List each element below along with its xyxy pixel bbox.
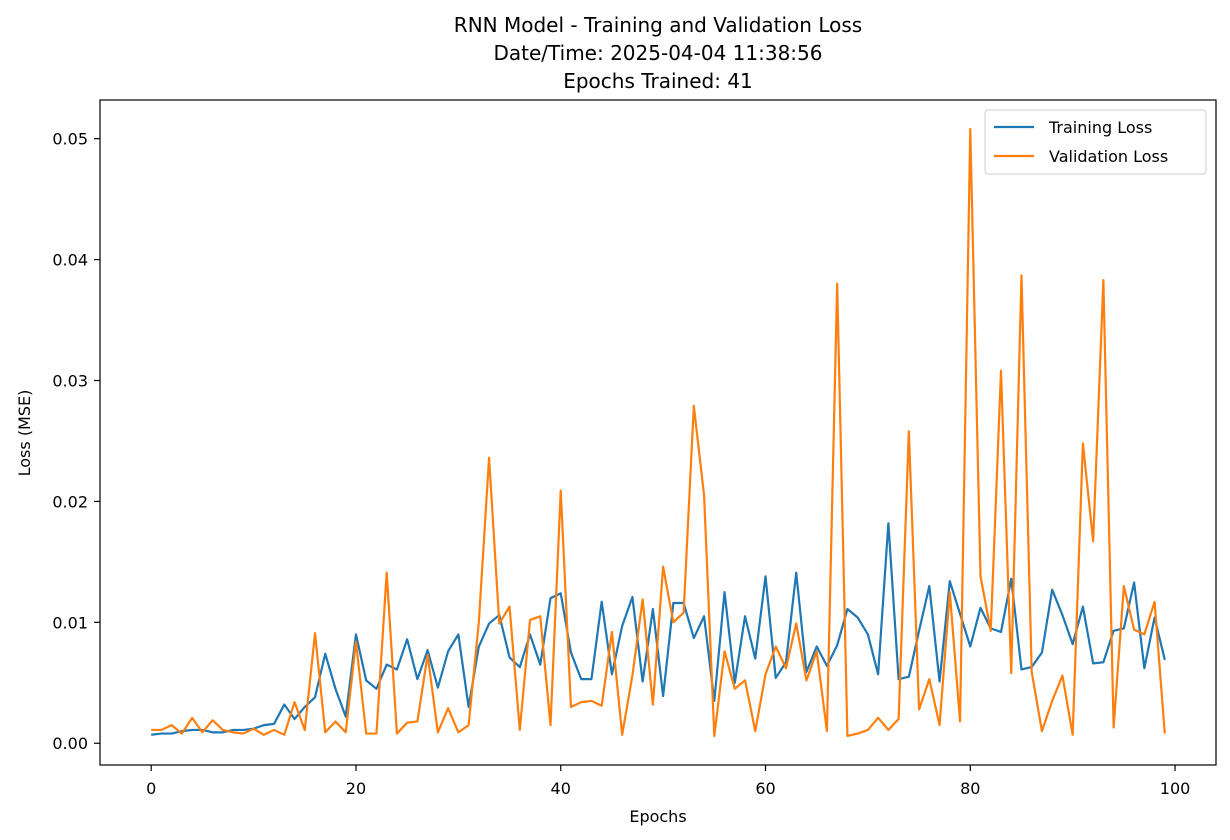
x-tick-label: 20 (346, 779, 366, 798)
plot-frame (99, 99, 1217, 766)
y-axis-label: Loss (MSE) (15, 390, 34, 477)
series-line-validation (151, 127, 1166, 738)
legend: Training Loss Validation Loss (984, 109, 1207, 175)
title-line-1: RNN Model - Training and Validation Loss (454, 13, 862, 37)
y-tick-label: 0.05 (52, 130, 88, 149)
y-tick-label: 0.02 (52, 492, 88, 511)
title-line-2: Date/Time: 2025-04-04 11:38:56 (494, 41, 823, 65)
x-tick-label: 0 (146, 779, 156, 798)
y-tick-label: 0.00 (52, 734, 88, 753)
x-tick-label: 100 (1160, 779, 1191, 798)
x-tick-label: 80 (960, 779, 980, 798)
series-lines (151, 127, 1166, 738)
legend-label-validation: Validation Loss (1049, 147, 1168, 166)
legend-label-training: Training Loss (1048, 118, 1152, 137)
x-tick-label: 60 (755, 779, 775, 798)
x-tick-label: 40 (551, 779, 571, 798)
title-line-3: Epochs Trained: 41 (563, 69, 753, 93)
y-axis: 0.00 0.01 0.02 0.03 0.04 0.05 (52, 130, 100, 753)
legend-box (984, 109, 1207, 175)
y-tick-label: 0.03 (52, 372, 88, 391)
x-axis: 0 20 40 60 80 100 (146, 765, 1190, 798)
x-axis-label: Epochs (629, 807, 686, 826)
chart-title: RNN Model - Training and Validation Loss… (454, 13, 862, 93)
plot-area (100, 100, 1216, 765)
y-tick-label: 0.01 (52, 613, 88, 632)
y-tick-label: 0.04 (52, 251, 88, 270)
